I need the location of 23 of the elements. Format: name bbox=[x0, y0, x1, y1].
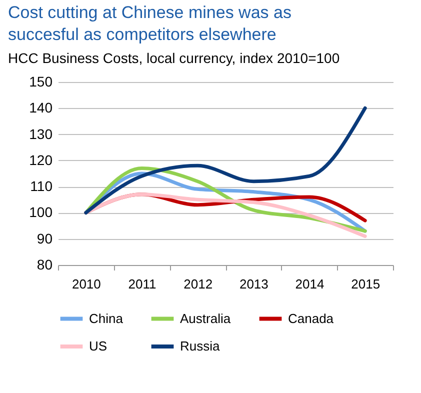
line-series bbox=[84, 106, 367, 214]
legend-label: Russia bbox=[180, 338, 221, 354]
x-tick-label: 2010 bbox=[72, 276, 101, 292]
y-tick-label: 80 bbox=[36, 256, 53, 272]
y-tick-label: 150 bbox=[29, 74, 53, 90]
y-tick-label: 130 bbox=[29, 126, 53, 142]
y-tick-label: 100 bbox=[29, 204, 53, 220]
x-tick-label: 2015 bbox=[351, 276, 380, 292]
x-tick-label: 2012 bbox=[184, 276, 213, 292]
chart-title: Cost cutting at Chinese mines was as succesful as competitors elsewhere bbox=[8, 3, 292, 44]
chart-subtitle: HCC Business Costs, local currency, index 2010=100 bbox=[8, 50, 340, 66]
x-tick-label: 2013 bbox=[239, 276, 268, 292]
line-series bbox=[84, 192, 367, 238]
x-tick-label: 2011 bbox=[128, 276, 156, 292]
legend-label: US bbox=[89, 338, 108, 354]
y-tick-label: 140 bbox=[29, 100, 53, 116]
x-tick-label: 2014 bbox=[295, 276, 324, 292]
y-tick-label: 110 bbox=[30, 178, 53, 194]
y-tick-label: 90 bbox=[36, 230, 53, 246]
legend-label: Canada bbox=[288, 310, 334, 326]
legend-label: Australia bbox=[180, 310, 232, 326]
legend-label: China bbox=[89, 310, 124, 326]
y-tick-label: 120 bbox=[29, 152, 53, 168]
